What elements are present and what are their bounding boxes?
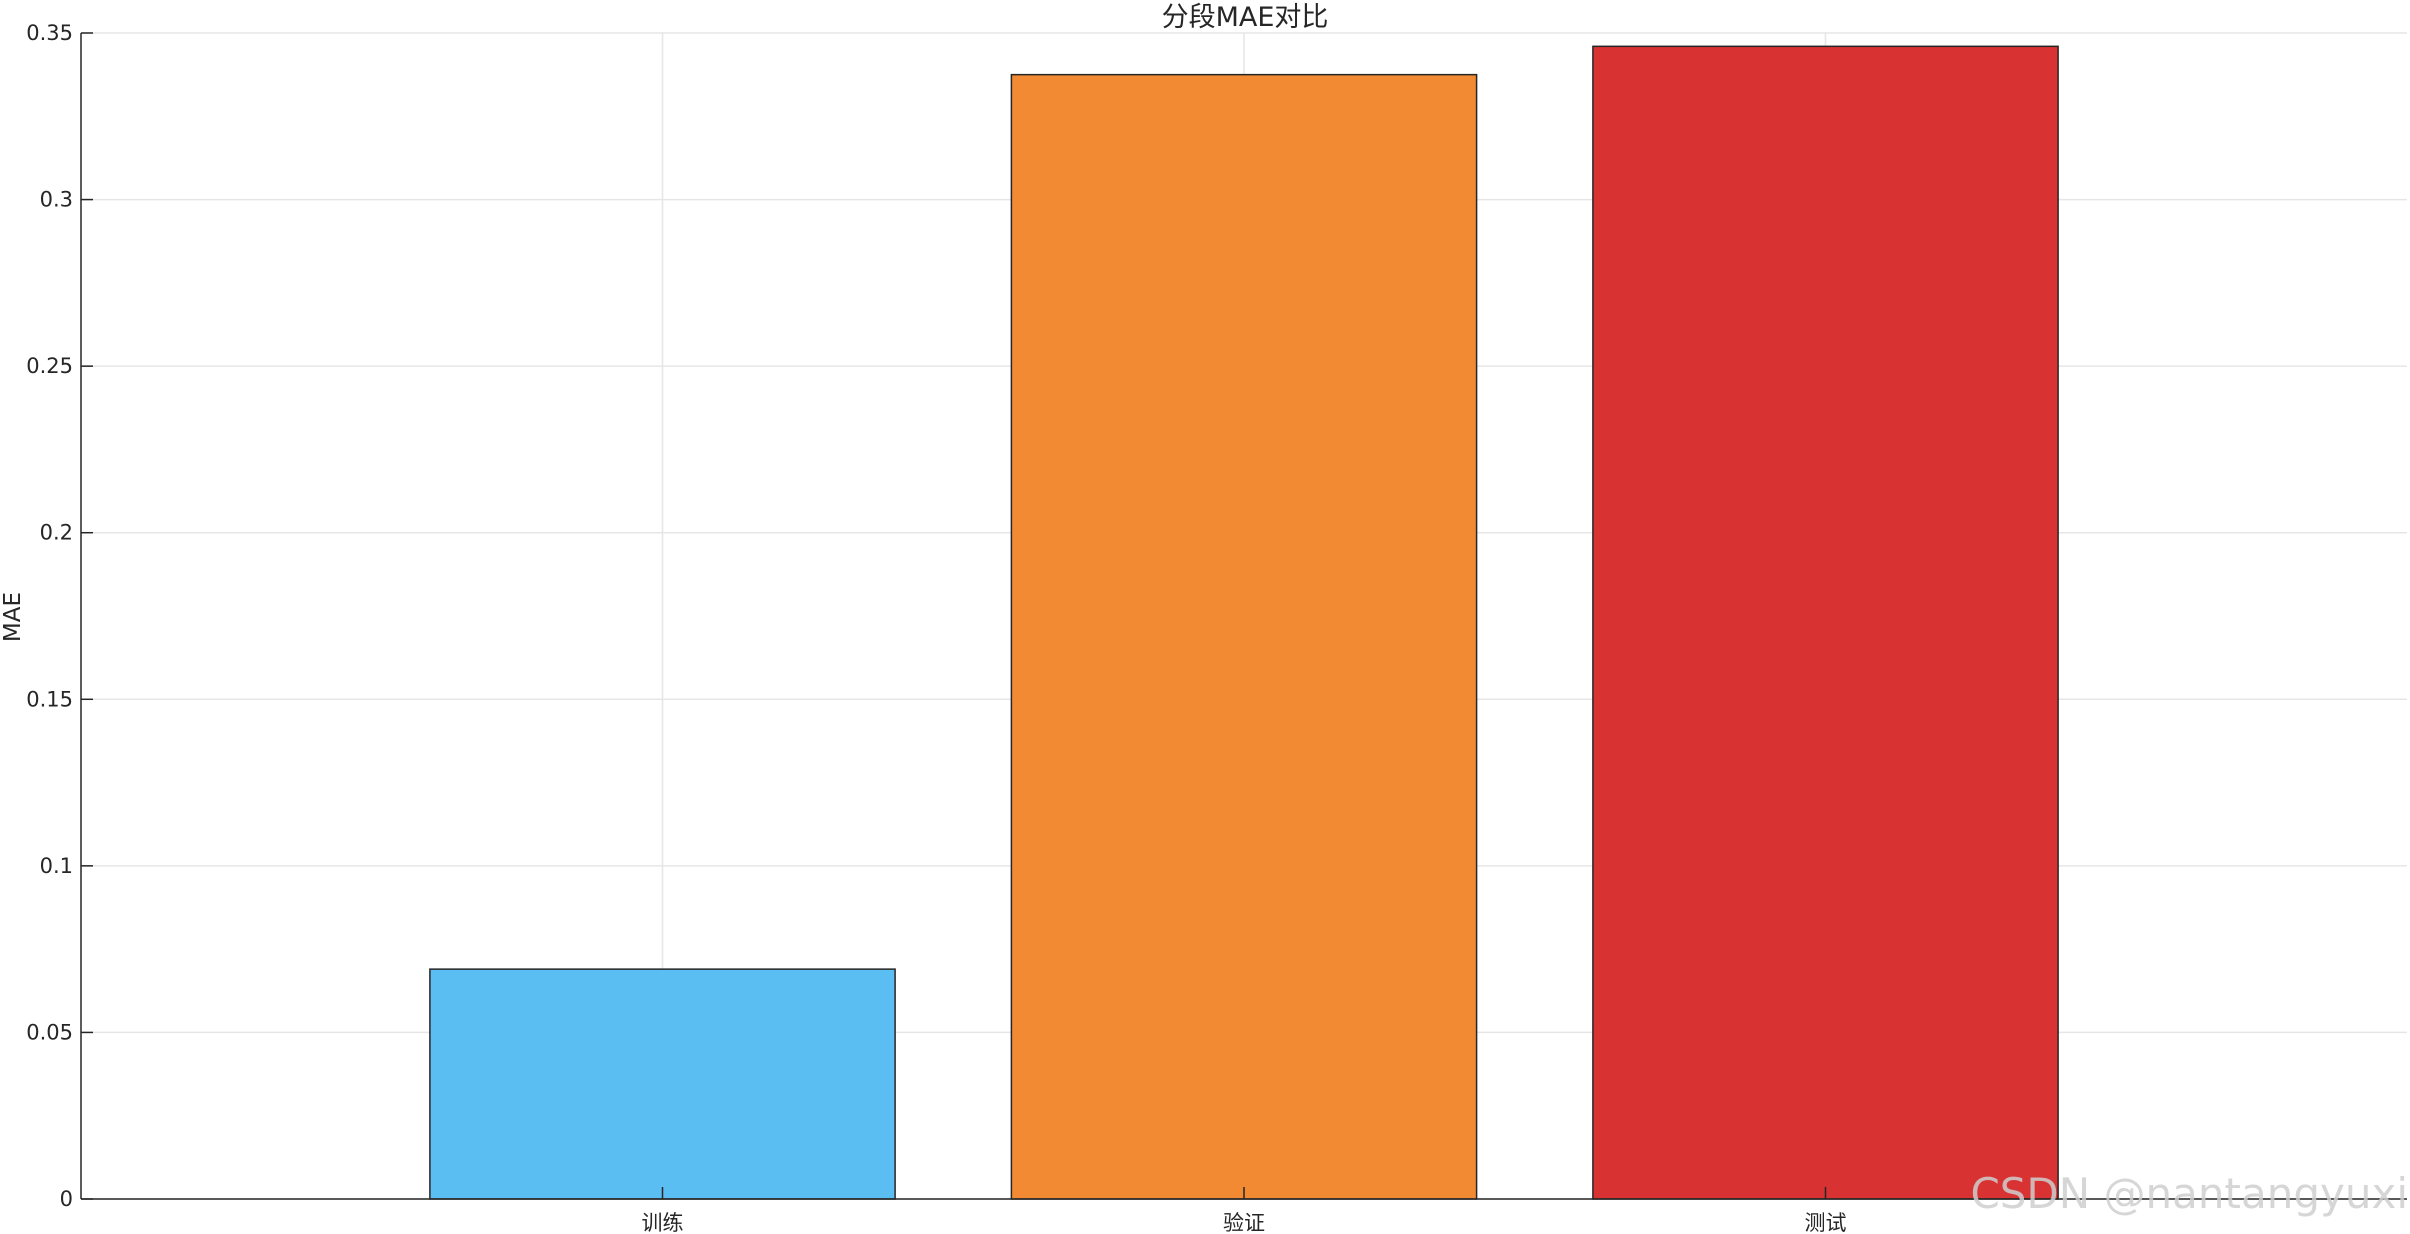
bar-1 (429, 968, 896, 1200)
y-tick-label: 0 (60, 1187, 73, 1211)
x-tick-label: 测试 (1805, 1211, 1847, 1234)
tick-labels: 0 0.05 0.1 0.15 0.2 0.25 0.3 0.35 训练 验证 测试 (26, 21, 1846, 1234)
y-axis-label: MAE (0, 592, 26, 642)
x-tick-label: 训练 (642, 1211, 684, 1234)
y-tick-label: 0.3 (40, 188, 73, 212)
watermark: CSDN @nantangyuxi (1970, 1169, 2408, 1218)
axes (80, 32, 2407, 1200)
y-tick-label: 0.05 (26, 1020, 73, 1044)
y-tick-label: 0.1 (40, 854, 73, 878)
chart-title: 分段MAE对比 (1162, 2, 1329, 33)
y-tick-label: 0.15 (26, 687, 73, 711)
y-tick-label: 0.25 (26, 354, 73, 378)
y-tick-label: 0.2 (40, 521, 73, 545)
bar-2 (1010, 73, 1478, 1200)
bars (429, 45, 2059, 1200)
bar-3 (1592, 45, 2059, 1200)
x-tick-label: 验证 (1223, 1211, 1265, 1234)
y-tick-label: 0.35 (26, 21, 73, 45)
